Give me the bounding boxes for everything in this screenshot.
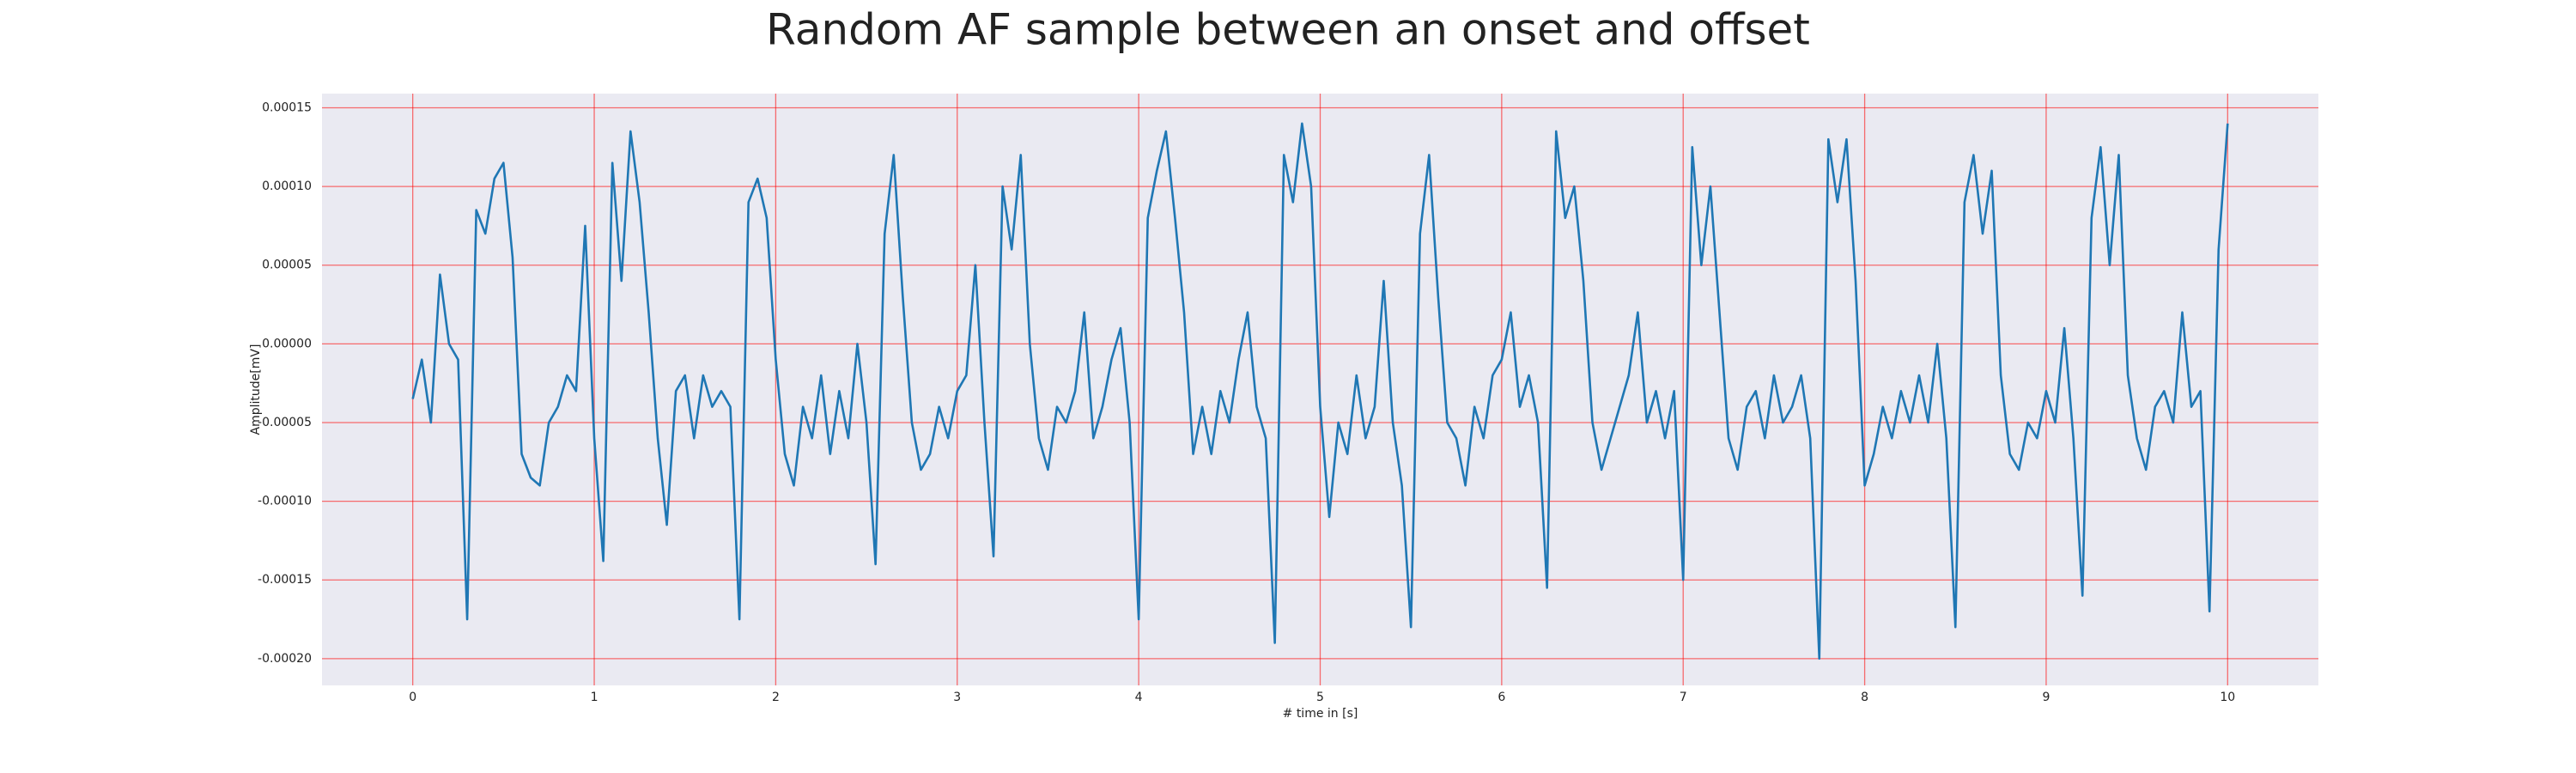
x-tick-label: 8 bbox=[1861, 691, 1868, 704]
chart-title: Random AF sample between an onset and of… bbox=[766, 5, 1810, 55]
x-tick-label: 4 bbox=[1135, 691, 1143, 704]
data-line bbox=[411, 122, 2229, 660]
y-tick-label: -0.00010 bbox=[258, 495, 312, 508]
y-tick-label: 0.00015 bbox=[262, 100, 312, 114]
y-tick-label: -0.00020 bbox=[258, 652, 312, 666]
x-tick-label: 2 bbox=[772, 691, 780, 704]
y-tick-label: -0.00015 bbox=[258, 573, 312, 587]
y-tick-label: 0.00000 bbox=[262, 337, 312, 350]
x-tick-label: 9 bbox=[2042, 691, 2050, 704]
x-tick-label: 6 bbox=[1498, 691, 1505, 704]
x-tick-label: 7 bbox=[1680, 691, 1687, 704]
x-tick-label: 10 bbox=[2220, 691, 2235, 704]
y-axis-label: Amplitude[mV] bbox=[249, 344, 263, 435]
y-tick-label: 0.00005 bbox=[262, 259, 312, 272]
x-tick-label: 3 bbox=[953, 691, 961, 704]
x-tick-label: 1 bbox=[591, 691, 598, 704]
y-tick-label: 0.00010 bbox=[262, 180, 312, 193]
x-tick-label: 0 bbox=[409, 691, 416, 704]
x-tick-label: 5 bbox=[1316, 691, 1324, 704]
y-tick-label: -0.00005 bbox=[258, 416, 312, 429]
x-axis-label: # time in [s] bbox=[1283, 707, 1358, 721]
